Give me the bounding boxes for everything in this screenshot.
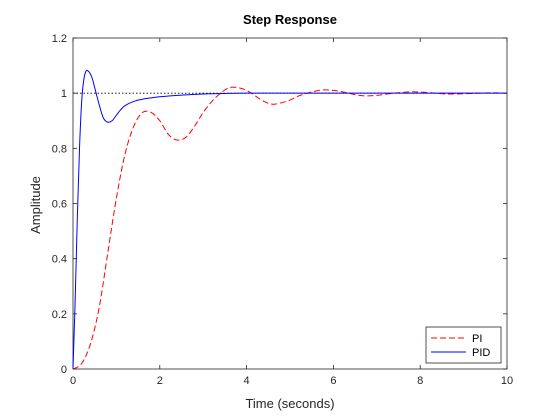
chart-title: Step Response: [243, 12, 337, 27]
axes-box: [72, 37, 508, 370]
y-tick-label: 0.2: [52, 309, 67, 321]
y-axis-label: Amplitude: [28, 176, 43, 234]
legend-label-pid: PID: [472, 347, 490, 359]
y-tick-label: 0: [61, 364, 67, 376]
y-tick-label: 1: [61, 88, 67, 100]
legend-box: [425, 326, 502, 364]
legend-label-pi: PI: [472, 333, 482, 345]
plot-area: 0 2 4 6 8 10 0 0.2 0.4 0.6 0.8 1 1.2: [52, 33, 513, 387]
x-axis-label: Time (seconds): [245, 396, 334, 411]
x-tick-label: 10: [501, 375, 513, 387]
legend: PI PID: [425, 326, 502, 364]
y-tick-label: 0.6: [52, 199, 67, 211]
series-line-pid: [72, 69, 507, 370]
y-tick-label: 1.2: [52, 33, 67, 45]
x-tick-label: 4: [244, 375, 250, 387]
x-tick-label: 2: [157, 375, 163, 387]
x-tick-label: 6: [330, 375, 336, 387]
x-tick-label: 8: [417, 375, 423, 387]
y-tick-label: 0.8: [52, 143, 67, 155]
y-tick-label: 0.4: [52, 254, 67, 266]
x-tick-label: 0: [70, 375, 76, 387]
